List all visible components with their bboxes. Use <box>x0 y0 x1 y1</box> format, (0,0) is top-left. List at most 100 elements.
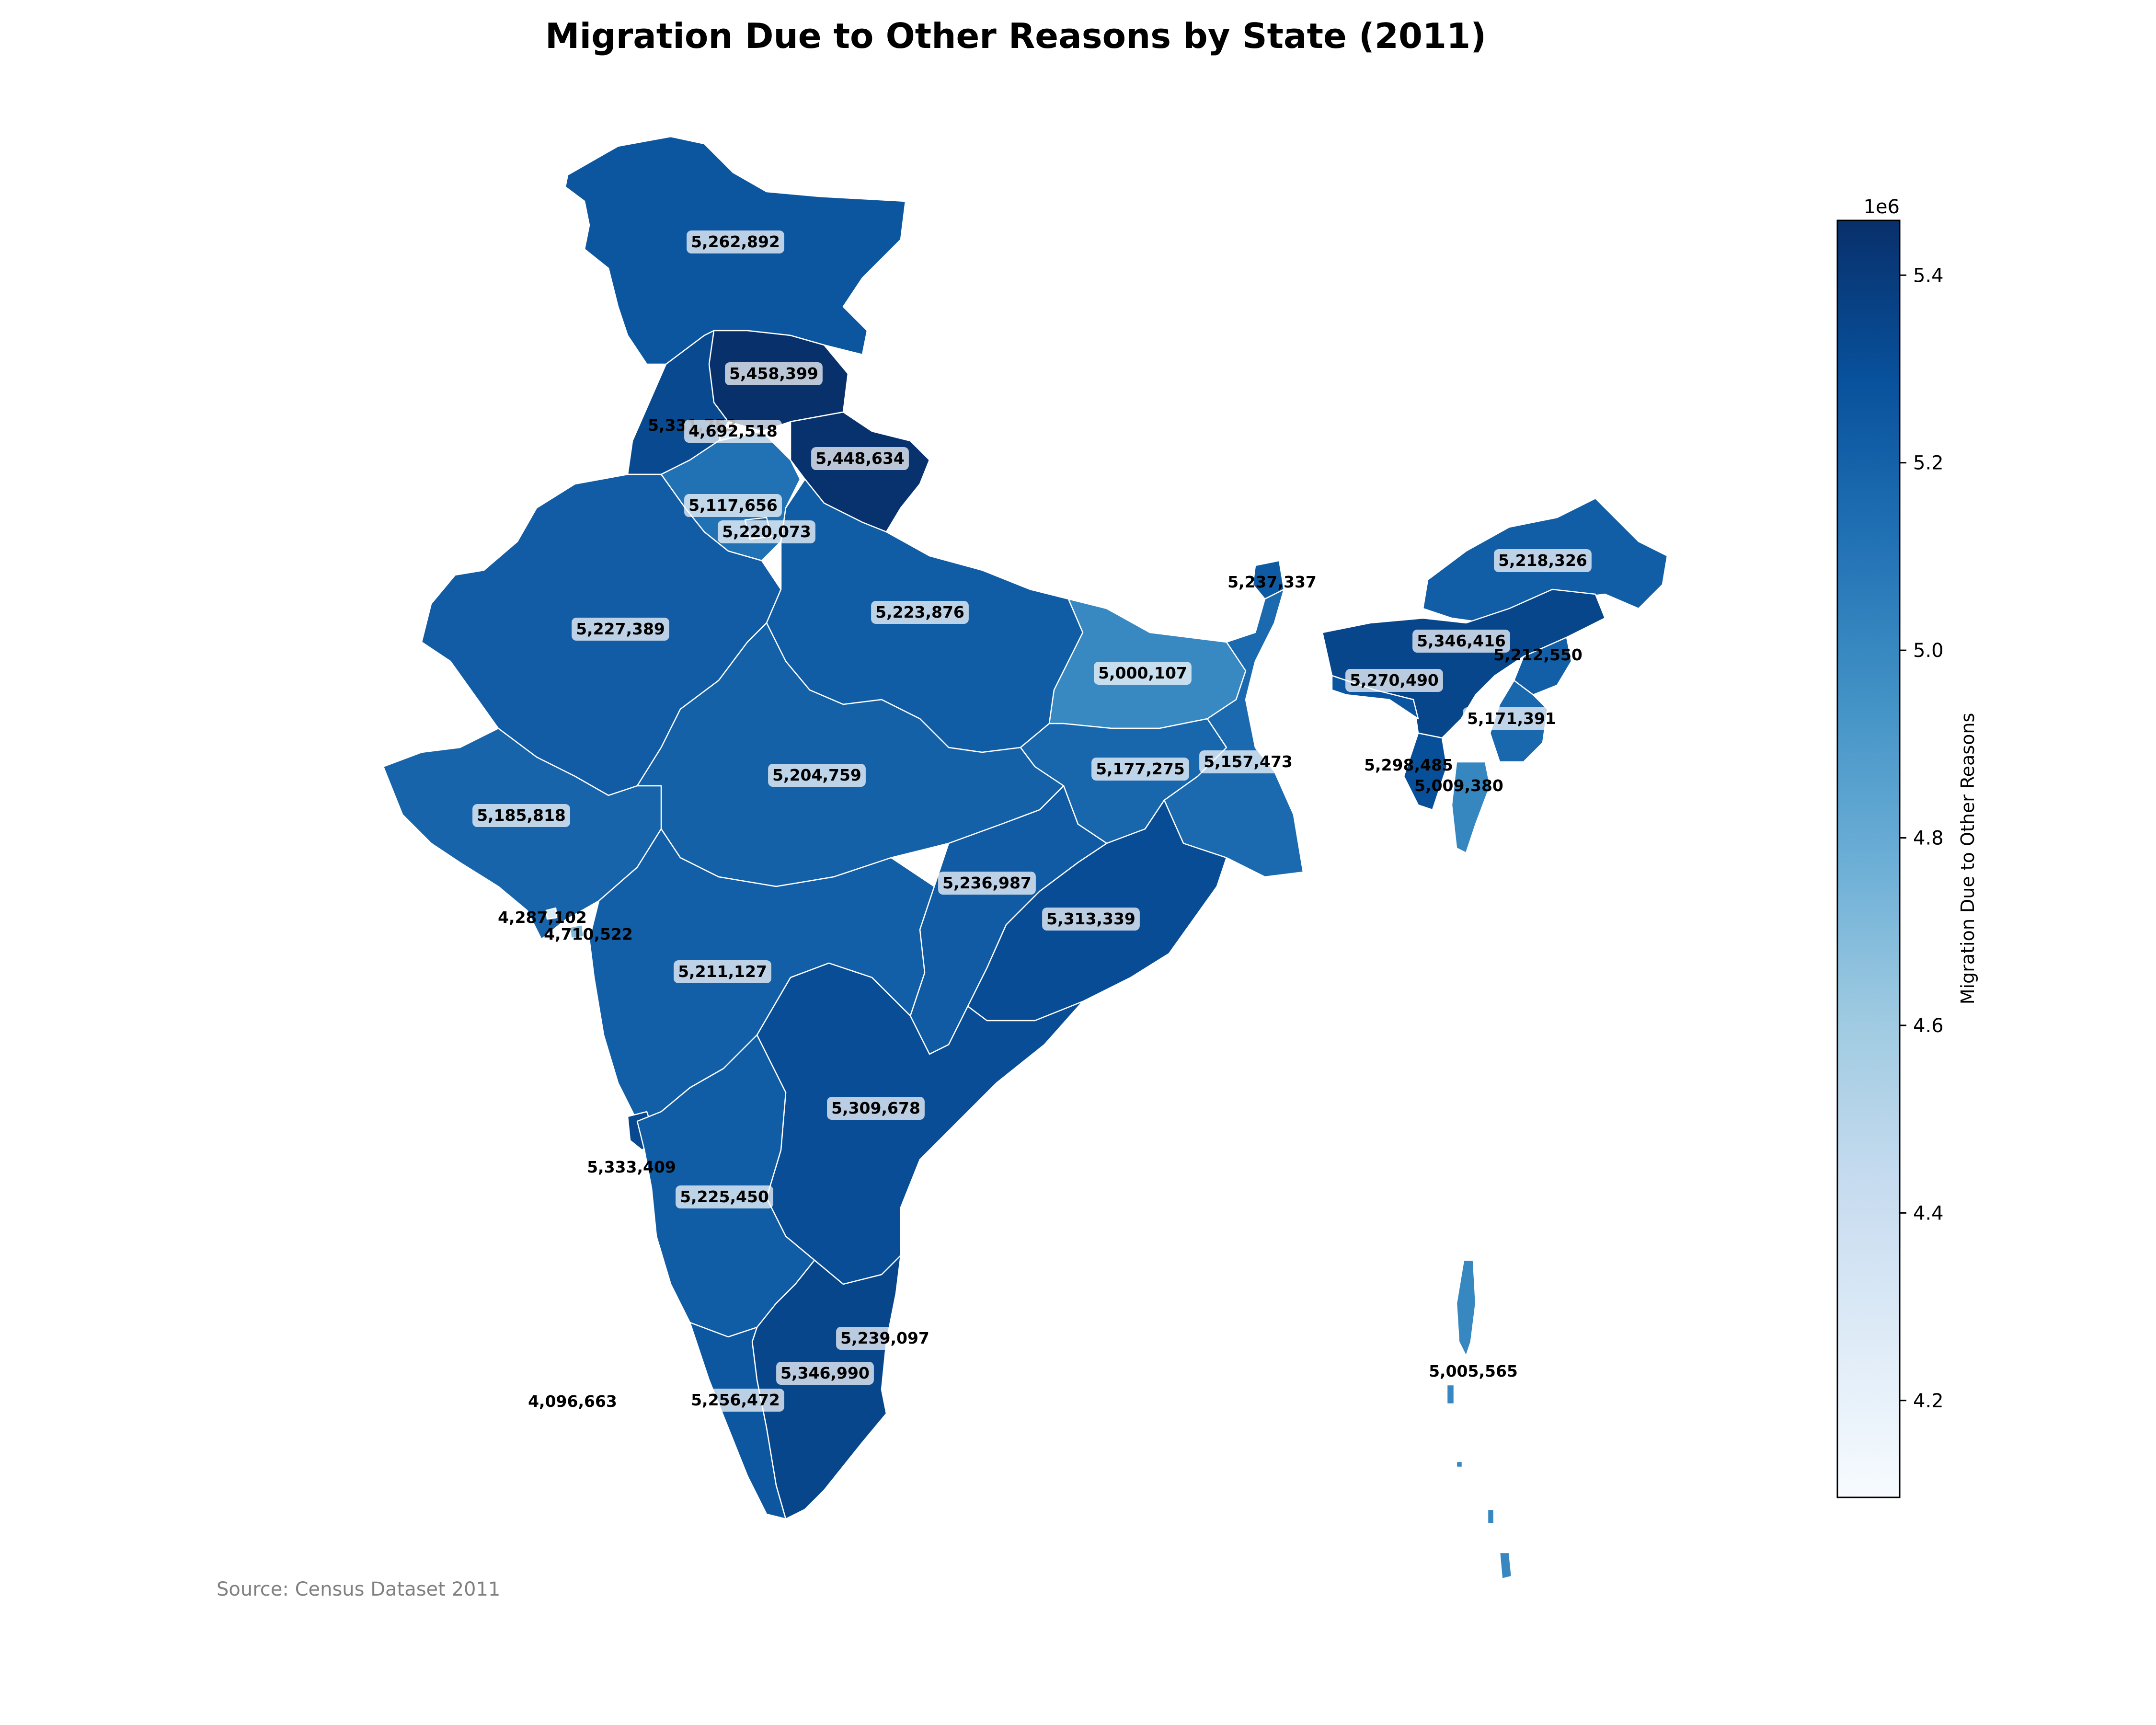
region-kerala[interactable] <box>689 1322 787 1520</box>
value-label: 5,458,399 <box>725 362 823 385</box>
label-background <box>472 804 570 827</box>
label-text: 4,287,102 <box>498 908 587 927</box>
value-label: 5,223,876 <box>871 601 969 624</box>
colorbar-ticks: 4.2 4.4 4.6 4.8 5.0 5.2 5.4 <box>1900 264 1944 1412</box>
value-label: 5,177,275 <box>1091 758 1189 781</box>
label-background <box>1042 908 1140 931</box>
colorbar-tick-label: 4.4 <box>1913 1202 1944 1224</box>
label-text: 4,096,663 <box>528 1392 617 1411</box>
colorbar: 1e6 4.2 4.4 4.6 4.8 5.0 5.2 5.4 Migration Due … <box>1836 196 1978 1498</box>
label-text: 5,309,678 <box>831 1099 920 1117</box>
label-background <box>676 1185 773 1208</box>
label-text: 5,236,987 <box>942 874 1032 892</box>
label-background <box>871 601 969 624</box>
colorbar-tick-label: 4.8 <box>1913 828 1944 850</box>
label-background <box>725 362 823 385</box>
region-mizoram[interactable] <box>1451 761 1491 854</box>
value-label: 5,157,473 <box>1199 750 1297 773</box>
label-background <box>718 520 815 543</box>
value-label: 4,692,518 <box>684 420 782 443</box>
label-text: 5,157,473 <box>1204 752 1293 771</box>
label-text: 5,177,275 <box>1096 759 1185 778</box>
label-text: 5,346,990 <box>780 1364 870 1382</box>
label-background <box>687 230 784 253</box>
label-text: 5,313,339 <box>1046 909 1135 928</box>
colorbar-tick-label: 5.4 <box>1913 264 1944 287</box>
label-text: 5,225,450 <box>680 1187 769 1206</box>
region-andaman-nicobar[interactable] <box>1446 1259 1513 1580</box>
value-label: 5,117,656 <box>684 494 782 517</box>
value-label: 5,346,416 <box>1412 630 1510 653</box>
region-west-bengal[interactable] <box>1163 588 1304 878</box>
value-label: 5,236,987 <box>938 872 1036 895</box>
label-text: 5,212,550 <box>1493 645 1583 664</box>
value-label: 5,212,550 <box>1493 645 1583 664</box>
label-background <box>684 494 782 517</box>
label-text: 5,204,759 <box>772 766 861 784</box>
label-text: 5,000,107 <box>1098 664 1187 682</box>
label-text: 4,692,518 <box>688 422 778 440</box>
value-label: 5,225,450 <box>676 1185 773 1208</box>
source-note: Source: Census Dataset 2011 <box>217 1578 500 1600</box>
value-label: 5,313,339 <box>1042 908 1140 931</box>
value-label: 5,185,818 <box>472 804 570 827</box>
label-background <box>674 960 771 983</box>
value-label: 5,298,485 <box>1364 756 1453 774</box>
region-tripura[interactable] <box>1403 732 1448 811</box>
label-background <box>687 1389 784 1412</box>
label-background <box>1463 707 1560 730</box>
region-dadra-nagar-haveli[interactable] <box>569 924 585 939</box>
label-background <box>1412 630 1510 653</box>
value-labels: 5,262,892 5,458,399 5,331,753 4,692,518 … <box>472 230 1592 1412</box>
label-background <box>768 764 866 787</box>
value-label: 5,262,892 <box>687 230 784 253</box>
label-text: 5,256,472 <box>691 1391 780 1409</box>
label-background <box>684 420 782 443</box>
label-text: 5,237,337 <box>1227 573 1317 591</box>
label-text: 5,171,391 <box>1467 709 1556 728</box>
label-background <box>1345 669 1443 692</box>
region-daman-diu[interactable] <box>545 907 558 920</box>
colorbar-gradient <box>1836 219 1901 1498</box>
value-label: 5,211,127 <box>674 960 771 983</box>
label-text: 5,270,490 <box>1350 671 1439 690</box>
label-background <box>938 872 1036 895</box>
value-label: 4,096,663 <box>528 1392 617 1411</box>
label-text: 5,298,485 <box>1364 756 1453 774</box>
colorbar-label: Migration Due to Other Reasons <box>1957 713 1978 1005</box>
map-title: Migration Due to Other Reasons by State … <box>545 16 1486 56</box>
value-label: 4,287,102 <box>498 908 587 927</box>
value-label: 5,005,565 <box>1429 1362 1518 1380</box>
value-label: 5,346,990 <box>776 1362 874 1385</box>
label-text: 5,218,326 <box>1498 551 1587 570</box>
colorbar-tick-label: 4.6 <box>1913 1015 1944 1037</box>
label-text: 5,211,127 <box>678 962 767 981</box>
value-label: 5,204,759 <box>768 764 866 787</box>
value-label: 5,239,097 <box>836 1327 934 1350</box>
label-text: 4,710,522 <box>544 925 633 943</box>
label-text: 5,346,416 <box>1417 632 1506 650</box>
label-text: 5,223,876 <box>875 603 964 621</box>
label-background <box>811 447 909 470</box>
label-text: 5,227,389 <box>576 620 665 638</box>
value-label: 5,218,326 <box>1494 549 1592 572</box>
region-lakshadweep[interactable] <box>572 1403 578 1410</box>
value-label: 5,237,337 <box>1227 573 1317 591</box>
label-text: 5,448,634 <box>815 449 905 468</box>
value-label: 5,270,490 <box>1345 669 1443 692</box>
label-background <box>1199 750 1297 773</box>
value-label: 5,309,678 <box>827 1097 925 1120</box>
value-label: 5,256,472 <box>687 1389 784 1412</box>
label-background <box>776 1362 874 1385</box>
colorbar-tick-label: 5.2 <box>1913 452 1944 474</box>
colorbar-exponent-label: 1e6 <box>1863 196 1900 218</box>
colorbar-tick-label: 5.0 <box>1913 640 1944 662</box>
value-label: 5,448,634 <box>811 447 909 470</box>
colorbar-tick-label: 4.2 <box>1913 1390 1944 1412</box>
label-text: 5,239,097 <box>840 1329 929 1347</box>
label-text: 5,185,818 <box>477 806 566 825</box>
label-background <box>1094 662 1192 685</box>
label-background <box>827 1097 925 1120</box>
value-label: 5,227,389 <box>572 618 669 641</box>
